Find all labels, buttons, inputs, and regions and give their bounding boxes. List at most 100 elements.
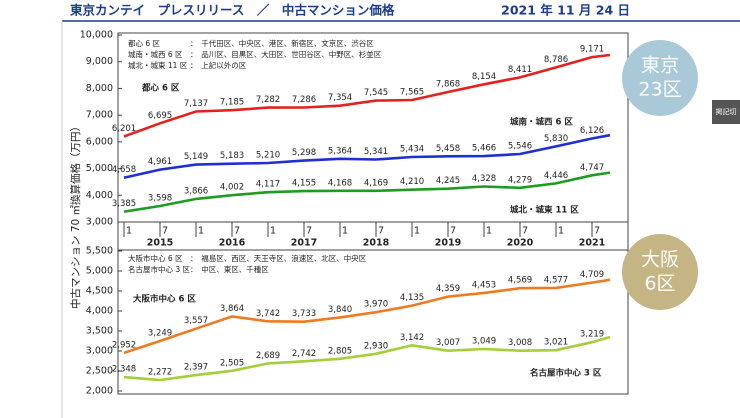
value-label: 4,961: [148, 157, 172, 167]
value-label: 4,135: [400, 293, 424, 303]
value-label: 5,546: [508, 141, 532, 151]
y-tick-label: 5,000: [86, 266, 113, 277]
x-tick-label: 1: [126, 226, 132, 237]
y-tick-label: 9,000: [86, 56, 113, 67]
value-label: 3,008: [508, 338, 532, 348]
note-detail: ： 上記以外の区: [190, 60, 247, 70]
value-label: 8,154: [472, 72, 496, 82]
value-label: 2,272: [148, 368, 172, 378]
note-detail: ： 千代田区、中央区、港区、新宿区、文京区、渋谷区: [190, 38, 374, 48]
y-axis-title: 中古マンション 70 ㎡換算価格（万円）: [69, 121, 82, 309]
y-tick-label: 3,000: [86, 346, 113, 357]
badge: [622, 234, 698, 310]
value-label: 2,505: [220, 358, 244, 368]
value-label: 6,201: [112, 124, 136, 134]
series-line: [123, 335, 611, 382]
year-label: 2017: [291, 238, 317, 249]
x-tick-label: 1: [342, 226, 348, 237]
side-tab-text[interactable]: 掲記切: [716, 107, 737, 116]
value-label: 3,557: [184, 316, 208, 326]
value-label: 3,219: [580, 330, 604, 340]
x-tick-label: 1: [486, 226, 492, 237]
value-label: 4,328: [472, 174, 496, 184]
year-label: 2018: [363, 238, 390, 249]
value-label: 5,830: [544, 134, 568, 144]
value-label: 4,709: [580, 270, 604, 280]
value-label: 6,126: [580, 126, 604, 136]
x-tick-label: 7: [522, 226, 528, 237]
y-tick-label: 2,500: [86, 366, 113, 377]
x-tick-label: 1: [270, 226, 276, 237]
y-tick-label: 3,500: [86, 326, 113, 337]
y-tick-label: 7,000: [86, 110, 113, 121]
value-label: 7,868: [436, 79, 460, 89]
value-label: 2,805: [328, 346, 352, 356]
y-tick-label: 4,000: [86, 190, 113, 201]
value-label: 7,286: [292, 95, 316, 105]
value-label: 5,466: [472, 144, 496, 154]
note-detail: ： 福島区、西区、天王寺区、浪速区、北区、中央区: [190, 253, 367, 263]
x-tick-label: 7: [234, 226, 240, 237]
value-label: 2,952: [112, 340, 136, 350]
note-detail: ： 品川区、目黒区、大田区、世田谷区、中野区、杉並区: [190, 49, 382, 59]
badge-text: 東京: [641, 55, 679, 77]
value-label: 5,183: [220, 151, 244, 161]
y-tick-label: 5,500: [86, 246, 113, 257]
value-label: 3,970: [364, 300, 388, 310]
x-tick-label: 1: [414, 226, 420, 237]
badge: [622, 40, 698, 116]
y-tick-label: 6,000: [86, 136, 113, 147]
value-label: 7,137: [184, 99, 208, 109]
series-name: 大阪市中心 6 区: [133, 294, 196, 305]
value-label: 4,747: [580, 163, 604, 173]
value-label: 4,658: [112, 165, 136, 175]
year-label: 2015: [147, 238, 173, 249]
badge-text: 大阪: [641, 249, 679, 271]
value-label: 5,458: [436, 144, 460, 154]
badge-text: 6区: [644, 273, 675, 295]
x-tick-label: 7: [378, 226, 384, 237]
value-label: 4,155: [292, 179, 316, 189]
x-tick-label: 7: [450, 226, 456, 237]
note-name: 名古屋市中心 3 区: [128, 264, 191, 274]
value-label: 4,210: [400, 177, 424, 187]
value-label: 5,298: [292, 148, 316, 158]
x-tick-label: 7: [306, 226, 312, 237]
value-label: 4,169: [364, 178, 388, 188]
x-tick-label: 1: [558, 226, 564, 237]
value-label: 8,411: [508, 65, 532, 75]
y-tick-label: 4,000: [86, 306, 113, 317]
value-label: 8,786: [544, 55, 568, 65]
badge-text: 23区: [638, 79, 681, 101]
value-label: 2,689: [256, 351, 280, 361]
side-tab[interactable]: [712, 100, 740, 124]
series-name: 都心 6 区: [141, 83, 180, 94]
x-tick-label: 7: [594, 226, 600, 237]
value-label: 7,185: [220, 98, 244, 108]
value-label: 4,002: [220, 183, 244, 193]
series-line: [123, 171, 611, 213]
value-label: 4,569: [508, 276, 532, 286]
y-tick-label: 4,500: [86, 286, 113, 297]
y-tick-label: 10,000: [80, 30, 113, 41]
value-label: 3,598: [148, 194, 172, 204]
value-label: 2,397: [184, 363, 208, 373]
value-label: 4,577: [544, 275, 568, 285]
value-label: 3,742: [256, 309, 280, 319]
chart-frame: [117, 32, 629, 395]
y-tick-label: 3,000: [86, 217, 113, 228]
value-label: 3,840: [328, 305, 352, 315]
note-name: 城南・城西 6 区: [128, 49, 183, 59]
note-detail: ： 中区、東区、千種区: [190, 264, 269, 274]
x-tick-label: 7: [162, 226, 168, 237]
x-tick-label: 1: [198, 226, 204, 237]
value-label: 5,149: [184, 152, 208, 162]
value-label: 7,282: [256, 95, 280, 105]
value-label: 3,142: [400, 333, 424, 343]
series-line: [123, 278, 611, 355]
value-label: 4,117: [256, 180, 280, 190]
series-line: [123, 53, 611, 138]
value-label: 4,245: [436, 176, 460, 186]
note-name: 都心 6 区: [128, 39, 161, 48]
